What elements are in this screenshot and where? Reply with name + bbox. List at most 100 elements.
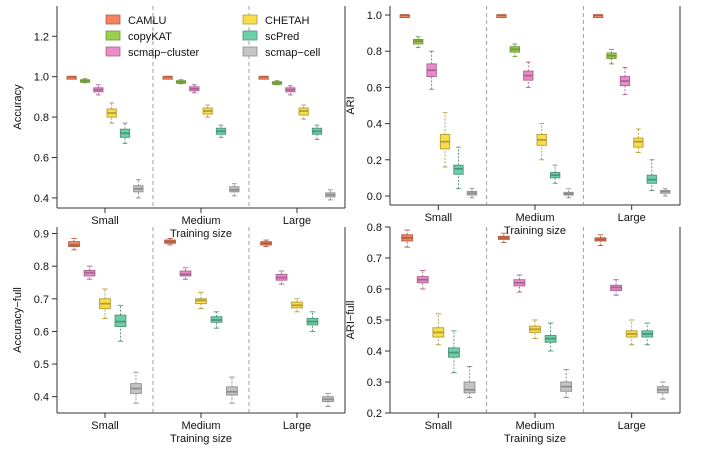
box-CAMLU-medium [162,75,173,80]
panel-ari-full: 0.2 0.3 0.4 0.5 0.6 0.7 0.8 ARI−full Small Medium… [345,222,681,445]
legend-swatch [242,46,258,57]
box-CAMLU-large [260,239,272,248]
y-tick-label: 1.0 [367,10,382,22]
box-scmap-cell-small [130,371,142,404]
box-CHETAH-medium [536,123,547,161]
box-scPred-medium [215,124,227,138]
x-tick-label: Small [91,420,119,432]
panel-ari: 0.0 0.2 0.4 0.6 0.8 1.0 ARI Small Medium Large Tra… [345,6,681,237]
box-scmap-cluster-small [83,265,96,280]
box-CHETAH-small [106,102,117,124]
y-tick-label: 0.4 [367,346,382,358]
y-tick-label: 0.4 [34,392,49,404]
y-tick-label: 0.6 [34,153,49,165]
box-scmap-cell-large [656,381,669,400]
x-tick-label: Large [283,420,311,432]
box-CHETAH-small [439,112,451,168]
x-tick-label: Large [283,215,311,227]
y-tick-label: 0.6 [367,284,382,296]
box-body [633,137,644,148]
y-tick-label: 0.6 [34,326,49,338]
box-scmap-cell-small [133,179,144,199]
box-scmap-cell-medium [226,376,238,404]
box-scPred-medium [549,164,561,184]
box-scmap-cluster-large [285,85,296,96]
box-scmap-cell-medium [560,369,573,398]
legend-label: scmap−cell [265,47,320,59]
legend-label: scmap−cluster [128,47,200,59]
box-scmap-cell-large [660,188,671,197]
box-scmap-cluster-small [93,84,104,96]
box-CHETAH-large [291,298,303,313]
legend-swatch [105,14,121,25]
y-tick-label: 0.6 [367,82,382,94]
y-tick-label: 0.9 [34,229,49,241]
box-CHETAH-medium [195,291,207,310]
box-CHETAH-medium [529,319,541,340]
panel-accuracy: 0.4 0.6 0.8 1.0 1.2 Accuracy Small Medium Large T… [12,6,346,240]
box-scmap-cell-large [322,392,334,407]
y-tick-label: 0.8 [367,222,382,234]
x-axis-label: Training size [170,228,232,240]
y-tick-label: 0.3 [367,377,382,389]
box-scmap-cluster-small [426,50,437,90]
box-scPred-large [646,159,657,191]
box-scmap-cell-small [463,366,476,398]
legend-swatch [242,30,258,41]
box-scmap-cluster-medium [189,84,200,94]
box-CHETAH-large [298,104,309,120]
legend-swatch [105,46,121,57]
box-scmap-cluster-large [275,270,288,285]
box-CAMLU-large [258,75,269,80]
box-CHETAH-large [633,128,644,153]
box-CAMLU-large [594,234,607,247]
box-CHETAH-medium [202,104,213,118]
box-scPred-small [453,146,464,190]
x-tick-label: Medium [515,420,554,432]
y-tick-label: 1.2 [34,31,49,43]
box-scPred-medium [544,322,557,352]
x-axis-label: Training size [504,225,566,237]
box-CAMLU-medium [497,232,510,243]
legend-label: CAMLU [128,15,167,27]
box-CAMLU-small [399,14,410,18]
y-tick-label: 0.2 [367,408,382,420]
legend-label: scPred [265,31,299,43]
box-scPred-large [641,322,654,346]
box-scmap-cell-large [325,189,336,201]
x-tick-label: Large [618,212,646,224]
box-copyKAT-medium [175,79,187,85]
box-scmap-cluster-large [619,67,631,96]
box-copyKAT-medium [509,43,521,58]
x-tick-label: Medium [181,215,220,227]
box-scPred-small [119,122,131,144]
y-axis-label: ARI [345,96,357,114]
box-copyKAT-small [79,78,91,84]
x-tick-label: Medium [181,420,220,432]
box-CHETAH-small [432,313,445,346]
x-tick-label: Medium [515,212,554,224]
x-tick-label: Large [618,420,646,432]
legend-swatch [242,14,258,25]
box-copyKAT-large [606,48,617,65]
y-axis-label: Accuracy [12,84,24,130]
box-scPred-small [114,304,127,342]
box-scPred-small [448,330,460,374]
box-CAMLU-large [592,14,604,18]
box-scPred-large [311,124,323,140]
x-axis-label: Training size [504,433,566,445]
box-scmap-cluster-medium [179,267,192,280]
box-CAMLU-small [66,75,77,80]
box-scmap-cluster-medium [523,61,534,88]
box-scPred-medium [210,311,223,329]
x-tick-label: Small [425,212,453,224]
y-tick-label: 0.8 [34,261,49,273]
box-scPred-large [306,311,319,332]
box-scmap-cell-medium [229,183,240,197]
y-tick-label: 0.8 [34,112,49,124]
box-scmap-cluster-small [416,269,429,290]
legend-label: copyKAT [128,31,172,43]
box-CAMLU-small [401,229,414,248]
x-tick-label: Small [91,215,119,227]
